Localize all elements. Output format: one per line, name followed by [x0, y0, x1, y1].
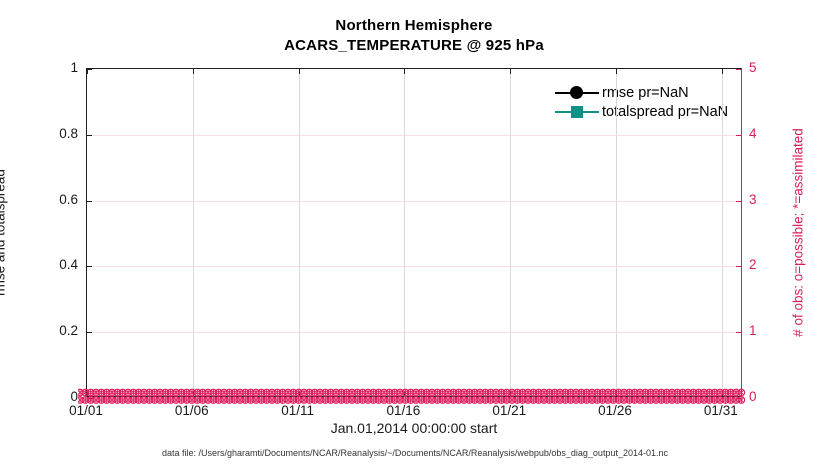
horizontal-gridline	[87, 200, 741, 202]
obs-count-marker-band	[78, 388, 746, 404]
x-tick-label: 01/06	[174, 403, 209, 418]
x-tick-mark-top	[87, 69, 88, 74]
horizontal-gridline	[87, 134, 741, 136]
y-tick-mark-right	[736, 200, 741, 202]
left-y-tick-label: 0.2	[59, 323, 78, 339]
right-y-tick-label: 5	[749, 60, 757, 75]
x-tick-label: 01/01	[69, 403, 103, 418]
horizontal-gridline	[87, 266, 741, 268]
left-y-tick-label: 0.8	[59, 125, 78, 141]
x-tick-mark-top	[192, 69, 194, 74]
y-tick-mark-right	[736, 134, 741, 136]
left-y-tick-label: 0.6	[59, 191, 78, 207]
y-tick-mark-right	[736, 69, 741, 70]
x-tick-mark-top	[298, 69, 300, 74]
legend: rmse pr=NaN totalspread pr=NaN	[555, 83, 728, 121]
vertical-gridline	[404, 69, 406, 396]
right-y-tick-label: 0	[749, 389, 757, 404]
vertical-gridline	[298, 69, 300, 396]
y-tick-mark-left	[87, 69, 92, 70]
left-y-tick-label: 0	[70, 389, 78, 404]
vertical-gridline	[721, 69, 723, 396]
y-tick-mark-left	[87, 200, 92, 202]
x-tick-mark-top	[510, 69, 512, 74]
x-tick-mark-top	[404, 69, 406, 74]
left-y-axis-label: rmse and totalspread	[0, 169, 8, 296]
rmse-line-marker-icon	[555, 85, 599, 100]
x-tick-label: 01/26	[598, 403, 632, 418]
chart-title-line1: Northern Hemisphere	[335, 17, 493, 34]
right-y-tick-label: 1	[749, 323, 757, 339]
vertical-gridline	[510, 69, 512, 396]
y-tick-mark-left	[87, 266, 92, 268]
plot-area: rmse pr=NaN totalspread pr=NaN	[86, 68, 742, 399]
vertical-gridline	[616, 69, 618, 396]
legend-label-totalspread: totalspread pr=NaN	[602, 103, 729, 120]
legend-item-rmse: rmse pr=NaN	[555, 83, 728, 102]
left-y-tick-label: 1	[70, 60, 78, 75]
x-axis-label: Jan.01,2014 00:00:00 start	[330, 420, 498, 436]
y-tick-mark-right	[736, 266, 741, 268]
x-tick-label: 01/31	[703, 403, 738, 418]
legend-item-totalspread: totalspread pr=NaN	[555, 102, 728, 121]
right-y-tick-label: 2	[749, 257, 757, 273]
left-y-tick-label: 0.4	[59, 257, 78, 273]
vertical-gridline	[192, 69, 194, 396]
legend-label-rmse: rmse pr=NaN	[602, 84, 689, 101]
x-tick-mark-top	[616, 69, 618, 74]
totalspread-line-marker-icon	[555, 105, 599, 119]
y-tick-mark-right	[736, 332, 741, 334]
horizontal-gridline	[87, 332, 741, 334]
right-y-tick-label: 4	[749, 125, 757, 141]
y-tick-mark-left	[87, 332, 92, 334]
x-tick-mark-top	[721, 69, 723, 74]
right-y-axis-label: # of obs: o=possible; *=assimilated	[790, 128, 806, 337]
x-tick-label: 01/11	[281, 403, 314, 418]
x-tick-label: 01/16	[386, 403, 421, 418]
right-y-tick-label: 3	[749, 191, 757, 207]
data-file-caption: data file: /Users/gharamti/Documents/NCA…	[161, 448, 668, 458]
x-tick-label: 01/21	[492, 403, 527, 418]
y-tick-mark-left	[87, 134, 92, 136]
chart-title-line2: ACARS_TEMPERATURE @ 925 hPa	[284, 37, 544, 54]
